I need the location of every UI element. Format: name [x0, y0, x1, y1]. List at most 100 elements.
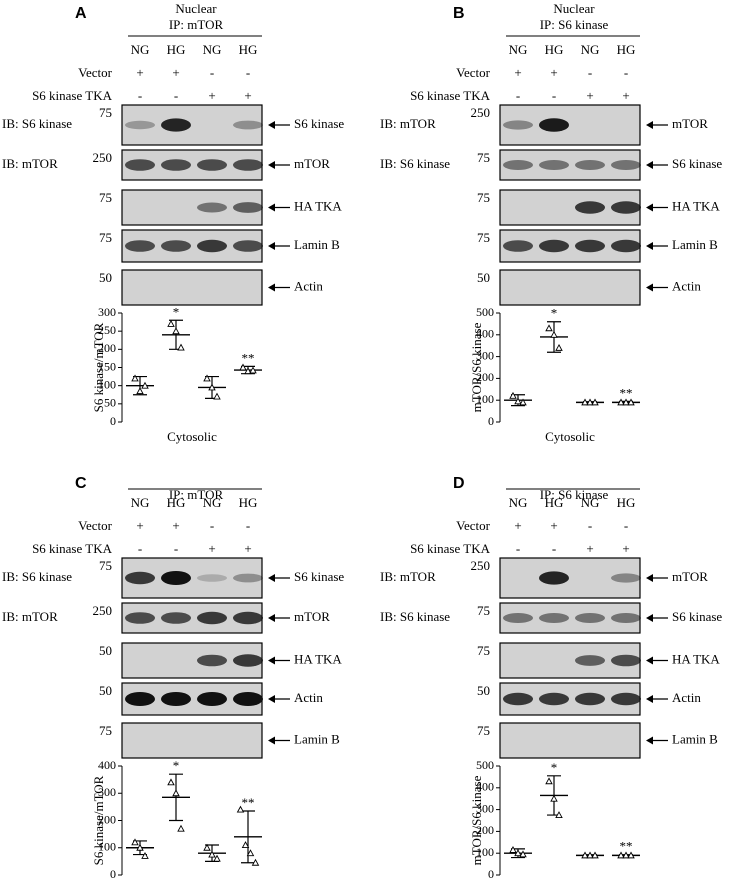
band	[197, 654, 227, 667]
row-sign: +	[172, 518, 179, 533]
mw-marker: 75	[99, 105, 112, 120]
arrow-head	[646, 242, 653, 250]
row-sign: +	[244, 88, 251, 103]
y-tick-label: 500	[476, 758, 494, 772]
y-tick-label: 50	[104, 396, 116, 410]
blot-target: mTOR	[294, 609, 330, 624]
blot	[121, 104, 263, 146]
band	[125, 571, 155, 585]
arrow-head	[268, 574, 275, 582]
band	[575, 201, 605, 214]
data-point	[208, 383, 216, 391]
y-tick-label: 0	[488, 414, 494, 428]
blot-target: Lamin B	[672, 731, 718, 746]
mw-marker: 250	[471, 558, 491, 573]
y-tick-label: 250	[98, 323, 116, 337]
lane-label: HG	[167, 42, 186, 57]
data-point	[555, 343, 563, 351]
ib-label: IB: mTOR	[380, 116, 436, 131]
lane-label: NG	[581, 42, 600, 57]
row-sign: +	[244, 541, 251, 556]
row-label: S6 kinase TKA	[410, 541, 491, 556]
mw-marker: 50	[477, 683, 490, 698]
data-point	[622, 851, 630, 859]
significance: *	[551, 760, 558, 775]
data-point	[555, 811, 563, 818]
y-tick-label: 300	[476, 801, 494, 815]
band	[611, 573, 641, 583]
blot-target: HA TKA	[294, 198, 342, 213]
blot	[499, 104, 641, 146]
band	[611, 654, 641, 667]
data-point	[244, 367, 252, 375]
x-axis-label: Cytosolic	[167, 429, 217, 444]
row-sign: -	[138, 88, 142, 103]
panel-header: IP: S6 kinase	[540, 17, 609, 32]
y-tick-label: 300	[98, 785, 116, 799]
ib-label: IB: S6 kinase	[380, 156, 450, 171]
data-point	[136, 387, 144, 395]
data-point	[514, 849, 522, 857]
data-point	[514, 397, 522, 405]
lane-label: HG	[545, 495, 564, 510]
data-point	[591, 398, 599, 406]
data-point	[627, 398, 635, 406]
data-point	[213, 854, 221, 862]
y-tick-label: 0	[110, 414, 116, 428]
blot-target: HA TKA	[672, 198, 720, 213]
blot-target: S6 kinase	[672, 609, 722, 624]
band	[161, 159, 191, 171]
mw-marker: 50	[99, 683, 112, 698]
band	[197, 692, 227, 706]
data-point	[591, 851, 599, 859]
y-tick-label: 200	[98, 812, 116, 826]
row-sign: -	[588, 65, 592, 80]
row-sign: +	[622, 88, 629, 103]
panel-header: IP: mTOR	[169, 487, 224, 502]
data-point	[581, 851, 589, 859]
band	[197, 159, 227, 171]
blot-target: Lamin B	[672, 237, 718, 252]
y-tick-label: 100	[98, 840, 116, 854]
data-point	[203, 374, 211, 382]
band	[161, 692, 191, 706]
y-tick-label: 100	[98, 377, 116, 391]
band	[233, 202, 263, 213]
data-point	[509, 845, 517, 853]
arrow-head	[268, 242, 275, 250]
row-sign: +	[208, 88, 215, 103]
band	[611, 613, 641, 623]
row-sign: -	[210, 65, 214, 80]
y-tick-label: 0	[488, 867, 494, 880]
panel-letter: A	[75, 5, 87, 22]
panel-letter: C	[75, 475, 87, 492]
band	[539, 118, 569, 132]
arrow-head	[268, 695, 275, 703]
data-point	[622, 398, 630, 406]
band	[503, 120, 533, 130]
row-sign: -	[174, 88, 178, 103]
lane-label: NG	[131, 495, 150, 510]
band	[503, 160, 533, 170]
y-tick-label: 300	[476, 348, 494, 362]
band	[575, 239, 605, 253]
mw-marker: 75	[99, 230, 112, 245]
blot-target: mTOR	[672, 569, 708, 584]
data-point	[586, 851, 594, 859]
y-tick-label: 300	[98, 305, 116, 319]
mw-marker: 75	[99, 190, 112, 205]
blot-target: S6 kinase	[294, 569, 344, 584]
band	[161, 571, 191, 585]
row-label: S6 kinase TKA	[32, 541, 113, 556]
row-sign: +	[550, 518, 557, 533]
band	[575, 160, 605, 170]
data-point	[236, 805, 245, 813]
panel-header: IP: mTOR	[169, 17, 224, 32]
mw-marker: 75	[99, 723, 112, 738]
y-tick-label: 500	[476, 305, 494, 319]
mw-marker: 75	[477, 230, 490, 245]
band	[125, 159, 155, 171]
band	[503, 692, 533, 706]
